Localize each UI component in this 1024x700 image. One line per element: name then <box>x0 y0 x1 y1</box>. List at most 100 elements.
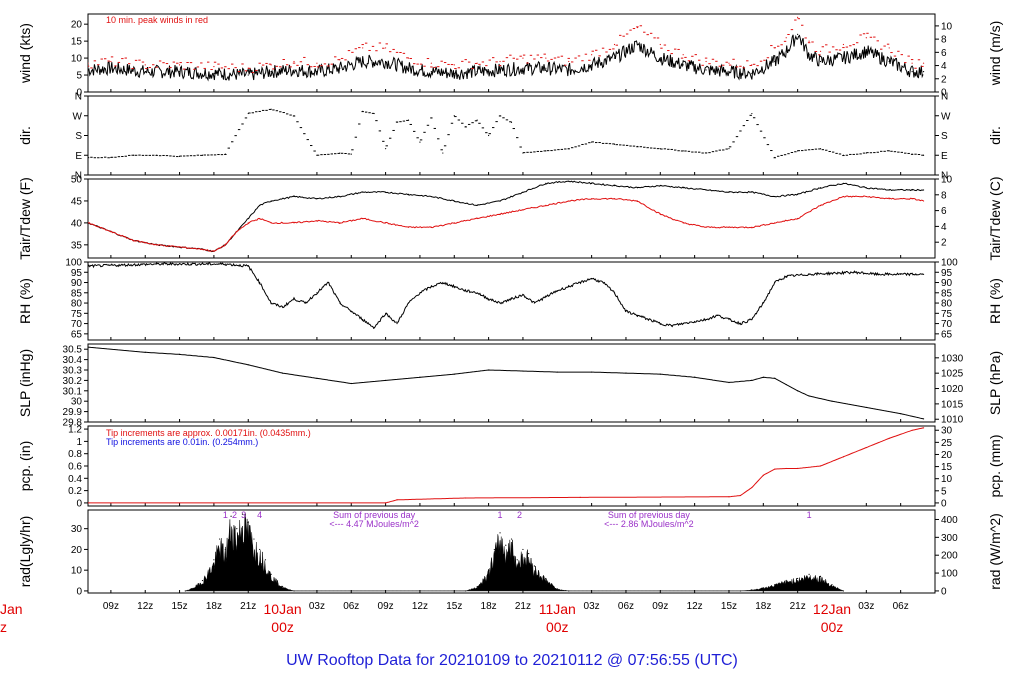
series-dir-0 <box>88 108 925 159</box>
data-point <box>453 64 455 66</box>
y-tick-label-right: E <box>941 151 948 162</box>
y-tick-label: 20 <box>71 545 83 556</box>
y-tick-label: 1.2 <box>68 425 82 436</box>
data-point <box>659 43 661 46</box>
data-point <box>230 515 232 517</box>
y-tick-label: 0.8 <box>68 449 82 460</box>
y-tick-label: 100 <box>65 258 82 269</box>
series-anchors <box>88 180 925 253</box>
radiation-area <box>184 512 845 592</box>
y-tick-label: 40 <box>71 218 83 229</box>
y-tick-label: 90 <box>71 278 83 289</box>
panel-annotation: 10 min. peak winds in red <box>106 15 208 25</box>
data-point <box>316 62 318 64</box>
day-label: 10Jan <box>264 601 302 617</box>
y-axis-label-right: rad (W/m^2) <box>987 513 1003 590</box>
data-point <box>384 47 387 49</box>
y-axis-label-right: RH (%) <box>987 278 1003 324</box>
data-point <box>253 538 255 540</box>
data-point <box>522 57 524 59</box>
y-tick-label: E <box>75 151 82 162</box>
y-tick-label: 80 <box>71 299 83 310</box>
y-tick-label-right: 200 <box>941 551 958 562</box>
data-point <box>488 134 490 137</box>
y-tick-label-right: 0 <box>941 498 947 509</box>
data-point <box>922 189 925 191</box>
data-point <box>568 60 570 63</box>
series-pcp-0 <box>88 427 925 504</box>
data-point <box>384 148 387 150</box>
y-tick-label: 95 <box>71 268 83 279</box>
x-tick-label: 09z <box>652 601 668 612</box>
data-point <box>453 115 455 117</box>
data-point <box>922 427 925 429</box>
y-tick-label: 30 <box>71 524 83 535</box>
rad-hour-mark: 1 <box>807 510 812 520</box>
data-point <box>922 200 925 202</box>
data-point <box>797 33 799 35</box>
y-tick-label: 29.8 <box>63 418 83 429</box>
data-point <box>236 528 238 530</box>
x-tick-label: 18z <box>481 601 497 612</box>
panel-data <box>88 16 925 82</box>
series-line <box>88 34 924 82</box>
data-point <box>350 153 352 155</box>
panel-frame <box>87 509 936 594</box>
y-tick-label-right: 85 <box>941 288 953 299</box>
y-axis-label-right: Tair/Tdew (C) <box>987 176 1003 260</box>
data-point <box>728 62 730 64</box>
data-point <box>241 513 244 515</box>
y-tick-label: 20 <box>71 20 83 31</box>
y-tick-label-right: 0 <box>941 586 947 597</box>
data-point <box>819 50 822 52</box>
panel-frame <box>87 178 936 259</box>
y-tick-label-right: 400 <box>941 515 958 526</box>
edge-day-label: Jan <box>0 601 23 617</box>
panel-data <box>184 512 845 592</box>
y-tick-label-right: 10 <box>941 474 953 485</box>
y-axis-label-left: RH (%) <box>17 278 33 324</box>
rad-hour-mark: 3 <box>241 510 246 520</box>
y-tick-label-right: 15 <box>941 462 953 473</box>
x-tick-label: 12z <box>412 601 428 612</box>
x-tick-label: 06z <box>343 601 359 612</box>
data-point <box>259 548 261 551</box>
panel-frame <box>87 343 936 423</box>
data-point <box>499 60 501 63</box>
data-point <box>224 263 226 265</box>
x-tick-label: 15z <box>172 601 188 612</box>
day-label: 11Jan <box>539 601 576 617</box>
data-point <box>219 538 221 540</box>
data-point <box>705 60 707 63</box>
series-anchors <box>88 16 925 69</box>
data-point <box>419 141 421 143</box>
y-tick-label-right: 80 <box>941 299 953 310</box>
y-tick-label: 65 <box>71 329 83 340</box>
y-tick-label-right: 300 <box>941 533 958 544</box>
y-tick-label-right: 75 <box>941 309 953 320</box>
y-tick-label: N <box>75 171 82 182</box>
data-point <box>522 548 524 551</box>
data-point <box>922 418 925 420</box>
data-point <box>396 322 398 325</box>
panel-data <box>88 180 925 253</box>
y-tick-label: N <box>75 92 82 103</box>
series-anchors <box>88 263 925 329</box>
y-tick-label: 45 <box>71 196 83 207</box>
x-tick-label: 06z <box>893 601 909 612</box>
data-point <box>110 60 112 63</box>
data-point <box>88 62 89 64</box>
series-anchors <box>88 195 925 253</box>
series-line <box>88 346 924 420</box>
x-tick-label: 21z <box>240 601 256 612</box>
y-axis-label-right: SLP (hPa) <box>987 351 1003 415</box>
data-point <box>705 69 707 71</box>
panel-data <box>88 108 925 159</box>
y-tick-label: 10 <box>71 54 83 65</box>
data-point <box>591 54 593 56</box>
series-line <box>88 427 924 504</box>
y-axis-label-left: SLP (inHg) <box>17 349 33 417</box>
y-tick-label: 30.1 <box>63 386 83 397</box>
